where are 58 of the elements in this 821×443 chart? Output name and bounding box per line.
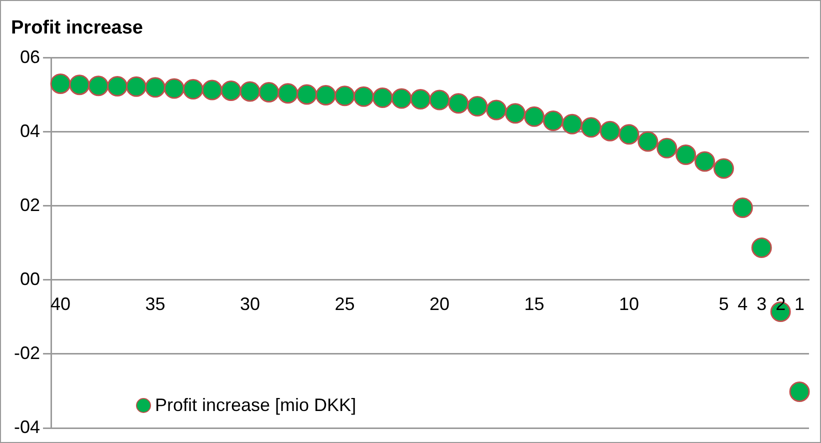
point (486, 100, 507, 120)
x-tick-label: 20 (429, 294, 450, 314)
point (126, 76, 147, 97)
point (144, 77, 166, 98)
point (202, 80, 222, 100)
y-tick-label: -04 (14, 416, 40, 437)
point (220, 80, 242, 101)
point (278, 83, 298, 104)
point (505, 103, 526, 124)
point (334, 86, 355, 106)
point (429, 90, 450, 110)
x-tick-label: 15 (524, 294, 544, 314)
point (88, 76, 109, 96)
point (676, 144, 696, 166)
point (258, 82, 280, 102)
point (618, 124, 640, 145)
legend-label: Profit increase [mio DKK] (155, 395, 356, 416)
x-tick-label: 4 (738, 294, 748, 314)
point (656, 138, 678, 158)
x-tick-label: 40 (50, 294, 71, 314)
point (732, 197, 753, 218)
x-tick-label: 10 (618, 294, 639, 314)
point (542, 110, 564, 131)
x-tick-label: 1 (794, 294, 805, 314)
point (751, 237, 772, 258)
y-tick-label: 00 (20, 268, 40, 289)
point (448, 93, 469, 114)
x-tick-label: 25 (334, 294, 355, 314)
point (164, 78, 184, 99)
point (50, 73, 71, 94)
point (296, 84, 318, 105)
point (524, 106, 544, 127)
point (240, 81, 260, 102)
point (713, 158, 734, 179)
point (107, 76, 128, 97)
point (316, 84, 336, 106)
y-tick-label: 02 (20, 194, 40, 215)
y-tick-label: 04 (20, 120, 40, 141)
point (562, 114, 582, 134)
point (467, 96, 488, 117)
x-tick-label: 30 (240, 294, 260, 314)
point (353, 86, 374, 107)
point (638, 131, 658, 152)
x-tick-label: 35 (145, 294, 166, 314)
point (580, 117, 602, 138)
y-tick-label: 06 (20, 46, 40, 67)
point (182, 79, 204, 100)
point (600, 120, 620, 142)
point (69, 74, 90, 96)
point (410, 89, 431, 110)
x-tick-label: 5 (718, 294, 729, 314)
point (372, 88, 393, 108)
point (789, 381, 810, 402)
point (694, 151, 716, 172)
y-tick-label: -02 (14, 342, 40, 363)
x-tick-label: 3 (756, 294, 767, 314)
point (391, 88, 412, 109)
chart-title: Profit increase (11, 18, 143, 39)
